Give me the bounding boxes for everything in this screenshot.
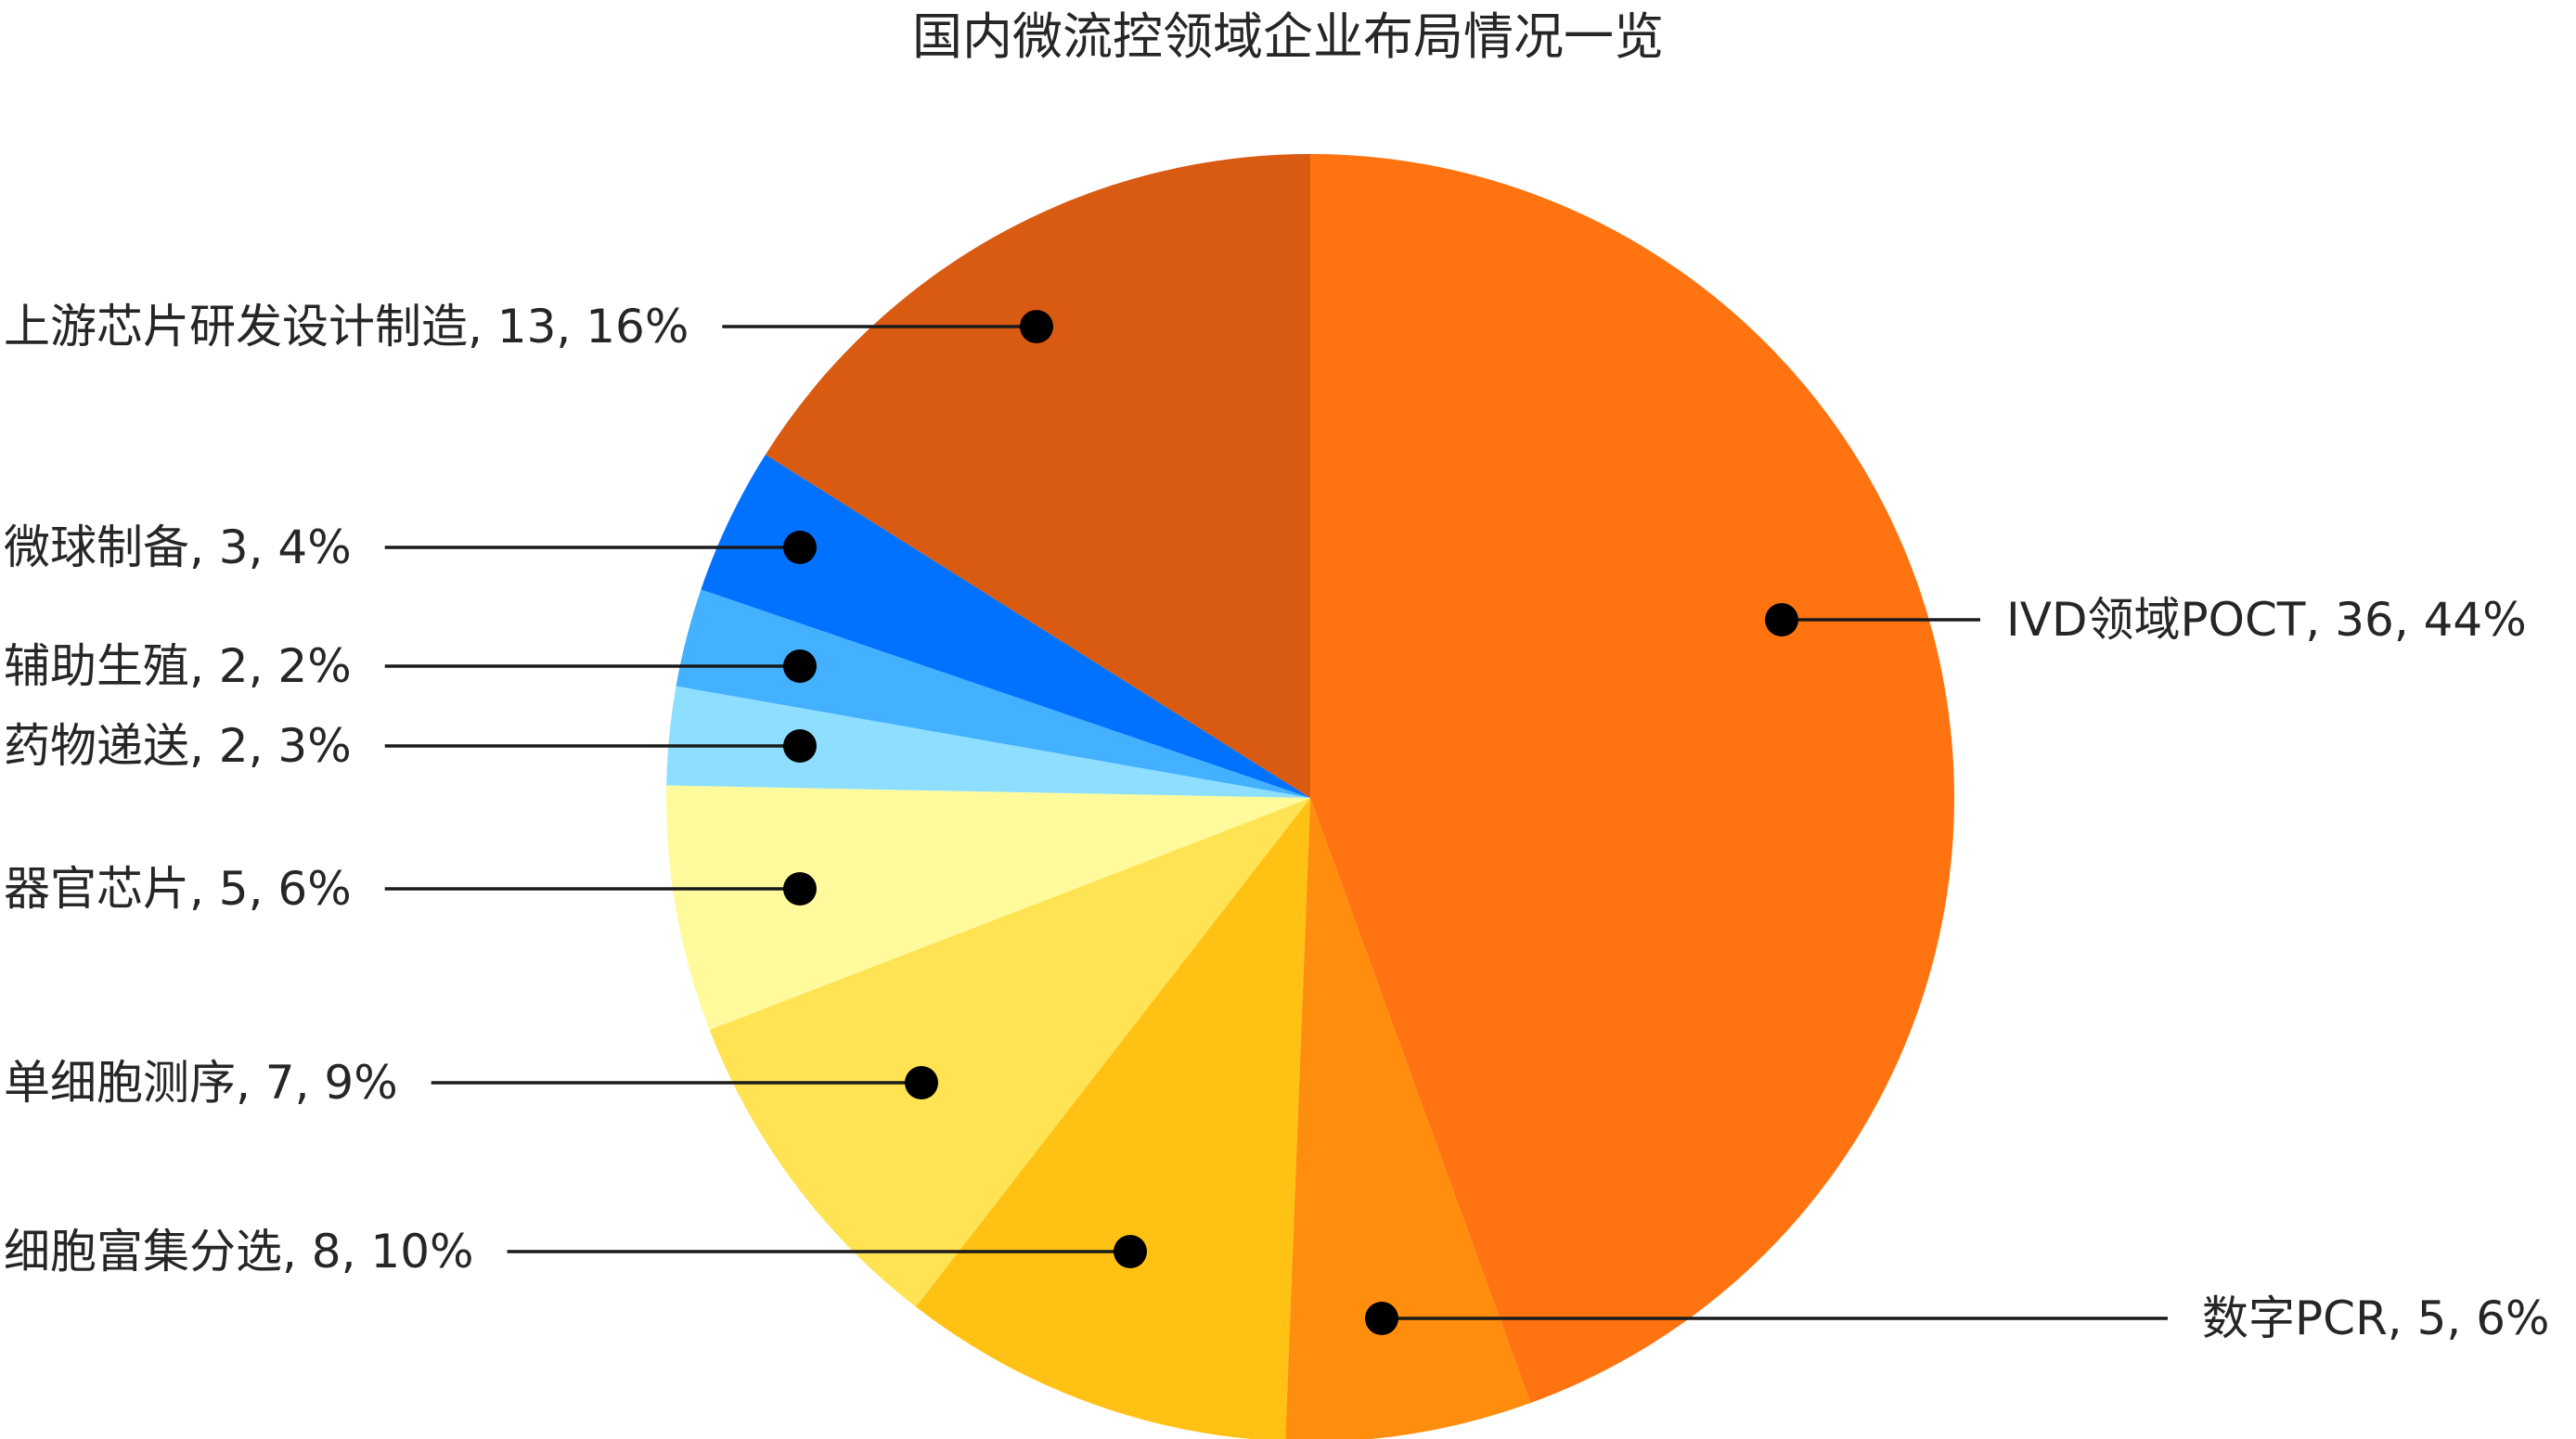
pie-slice [1285,798,1531,1439]
chart-title: 国内微流控领域企业布局情况一览 [912,7,1664,66]
slice-label: 单细胞测序, 7, 9% [4,1056,398,1110]
slice-label: 微球制备, 3, 4% [4,520,352,574]
slice-label: 药物递送, 2, 3% [4,719,352,773]
slice-labels: IVD领域POCT, 36, 44% 数字PCR, 5, 6% 细胞富集分选, 8,… [4,300,2550,1345]
slice-label: 器官芯片, 5, 6% [4,862,352,916]
slice-label: IVD领域POCT, 36, 44% [2006,593,2527,647]
leader-dot [1365,1302,1398,1335]
pie-slice [666,686,1310,798]
leader-dot [783,729,817,763]
slice-label: 辅助生殖, 2, 2% [4,639,352,693]
leader-dot [905,1066,938,1099]
pie-slice [701,454,1310,798]
leader-dot [783,531,817,564]
pie-slice [709,798,1310,1307]
pie-slice [666,785,1310,1030]
leader-dot [783,872,817,906]
leader-dot [1020,310,1053,343]
pie-slice [765,154,1310,798]
pie-slices [666,154,1954,1439]
leader-dot [1114,1235,1147,1268]
slice-label: 数字PCR, 5, 6% [2202,1291,2550,1345]
pie-slice [676,589,1310,798]
leader-dot [1765,603,1798,636]
pie-slice [1310,154,1954,1404]
slice-label: 细胞富集分选, 8, 10% [4,1225,474,1278]
leader-dot [783,649,817,683]
pie-slice [915,798,1310,1439]
slice-label: 上游芯片研发设计制造, 13, 16% [4,300,689,353]
